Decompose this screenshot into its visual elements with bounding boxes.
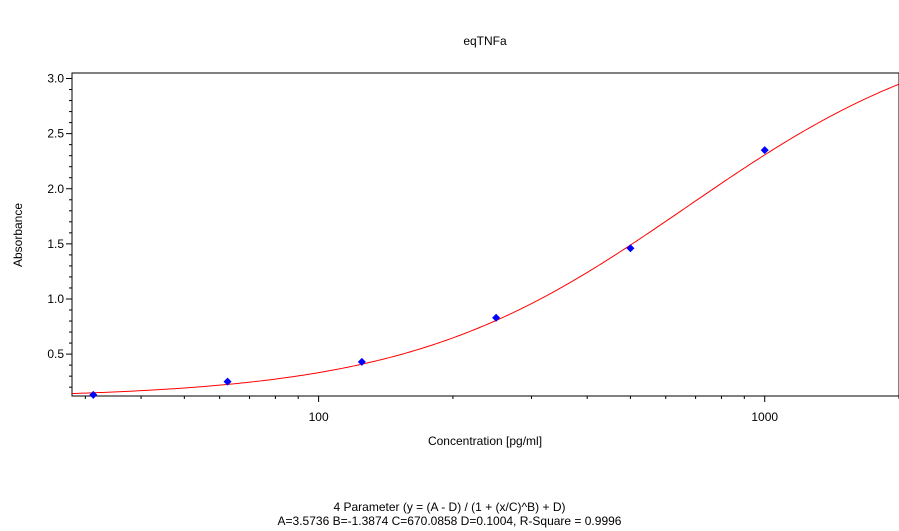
data-point	[760, 146, 769, 155]
plot-area-frame	[71, 72, 899, 397]
data-point	[89, 390, 98, 399]
x-axis-label: Concentration [pg/ml]	[428, 434, 542, 448]
fit-curve-layer	[72, 83, 899, 395]
data-point	[223, 377, 232, 386]
chart-title: eqTNFa	[463, 34, 507, 48]
y-axis-label: Absorbance	[11, 203, 25, 267]
fit-formula: 4 Parameter (y = (A - D) / (1 + (x/C)^B)…	[333, 500, 566, 514]
x-tick-label: 100	[309, 410, 329, 424]
y-tick-label: 2.5	[47, 127, 64, 141]
data-points	[89, 146, 769, 399]
y-tick-label: 1.5	[47, 237, 64, 251]
x-tick-label: 1000	[751, 410, 778, 424]
data-point	[492, 313, 501, 322]
y-tick-label: 1.0	[47, 292, 64, 306]
data-point	[357, 357, 366, 366]
y-tick-label: 3.0	[47, 72, 64, 86]
fit-curve	[72, 83, 899, 395]
y-tick-label: 0.5	[47, 347, 64, 361]
y-axis: 0.5 1.0 1.5 2.0 2.5 3.0	[47, 72, 72, 388]
data-point	[626, 244, 635, 253]
fit-parameters: A=3.5736 B=-1.3874 C=670.0858 D=0.1004, …	[277, 514, 622, 528]
y-tick-label: 2.0	[47, 182, 64, 196]
x-axis: 100 1000	[84, 396, 899, 424]
